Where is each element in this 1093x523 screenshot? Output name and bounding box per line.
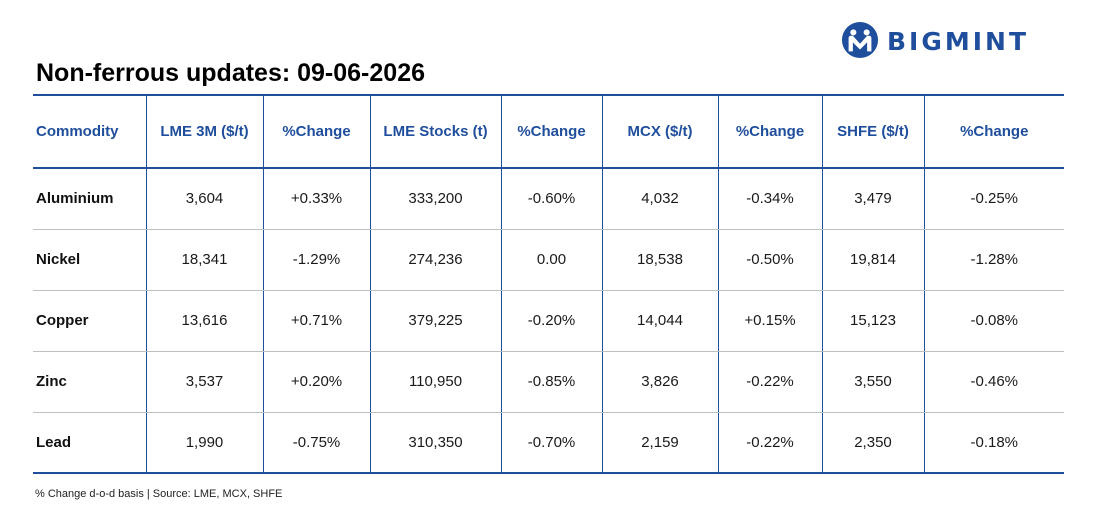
bigmint-logo-icon — [841, 21, 879, 59]
header-commodity: Commodity — [33, 94, 146, 169]
shfe-cell: 3,550 — [821, 351, 924, 413]
shfe-cell: 3,479 — [821, 168, 924, 230]
shfe-cell: 15,123 — [821, 290, 924, 352]
mcx-cell: 3,826 — [601, 351, 718, 413]
commodity-cell: Nickel — [33, 229, 146, 291]
lme-stocks-cell: 333,200 — [369, 168, 501, 230]
brand-name: BIGMINT — [887, 26, 1030, 56]
prices-table: Commodity LME 3M ($/t) %Change LME Stock… — [33, 94, 1064, 474]
lme-3m-cell: 13,616 — [145, 290, 263, 352]
commodity-cell: Aluminium — [33, 168, 146, 230]
change-cell: -0.22% — [717, 412, 822, 474]
mcx-cell: 14,044 — [601, 290, 718, 352]
change-cell: +0.15% — [717, 290, 822, 352]
change-cell: 0.00 — [500, 229, 602, 291]
table-row: Zinc 3,537 +0.20% 110,950 -0.85% 3,826 -… — [33, 351, 1064, 413]
header-lme-3m: LME 3M ($/t) — [145, 94, 263, 169]
change-cell: -0.20% — [500, 290, 602, 352]
commodity-cell: Lead — [33, 412, 146, 474]
change-cell: -0.70% — [500, 412, 602, 474]
change-cell: +0.33% — [262, 168, 370, 230]
table-row: Lead 1,990 -0.75% 310,350 -0.70% 2,159 -… — [33, 412, 1064, 474]
change-cell: -0.85% — [500, 351, 602, 413]
change-cell: -0.34% — [717, 168, 822, 230]
commodity-cell: Copper — [33, 290, 146, 352]
lme-stocks-cell: 379,225 — [369, 290, 501, 352]
header-lme-stocks-change: %Change — [500, 94, 602, 169]
mcx-cell: 18,538 — [601, 229, 718, 291]
lme-stocks-cell: 110,950 — [369, 351, 501, 413]
lme-3m-cell: 3,537 — [145, 351, 263, 413]
change-cell: -0.75% — [262, 412, 370, 474]
table-row: Copper 13,616 +0.71% 379,225 -0.20% 14,0… — [33, 290, 1064, 352]
lme-3m-cell: 3,604 — [145, 168, 263, 230]
change-cell: -0.18% — [923, 412, 1064, 474]
header-mcx: MCX ($/t) — [601, 94, 718, 169]
mcx-cell: 4,032 — [601, 168, 718, 230]
change-cell: +0.20% — [262, 351, 370, 413]
lme-3m-cell: 18,341 — [145, 229, 263, 291]
page-title: Non-ferrous updates: 09-06-2026 — [36, 59, 426, 87]
change-cell: -0.08% — [923, 290, 1064, 352]
change-cell: -0.50% — [717, 229, 822, 291]
brand-logo: BIGMINT — [841, 18, 1029, 62]
header-lme-stocks: LME Stocks (t) — [369, 94, 501, 169]
footnote: % Change d-o-d basis | Source: LME, MCX,… — [35, 488, 283, 500]
change-cell: -0.46% — [923, 351, 1064, 413]
header-shfe-change: %Change — [923, 94, 1064, 169]
mcx-cell: 2,159 — [601, 412, 718, 474]
header-lme-3m-change: %Change — [262, 94, 370, 169]
header-mcx-change: %Change — [717, 94, 822, 169]
shfe-cell: 19,814 — [821, 229, 924, 291]
change-cell: -0.60% — [500, 168, 602, 230]
lme-stocks-cell: 274,236 — [369, 229, 501, 291]
shfe-cell: 2,350 — [821, 412, 924, 474]
change-cell: -1.28% — [923, 229, 1064, 291]
commodity-cell: Zinc — [33, 351, 146, 413]
change-cell: -0.25% — [923, 168, 1064, 230]
lme-3m-cell: 1,990 — [145, 412, 263, 474]
change-cell: -0.22% — [717, 351, 822, 413]
table-row: Nickel 18,341 -1.29% 274,236 0.00 18,538… — [33, 229, 1064, 291]
lme-stocks-cell: 310,350 — [369, 412, 501, 474]
header-shfe: SHFE ($/t) — [821, 94, 924, 169]
change-cell: +0.71% — [262, 290, 370, 352]
table-header-row: Commodity LME 3M ($/t) %Change LME Stock… — [33, 94, 1064, 169]
change-cell: -1.29% — [262, 229, 370, 291]
table-row: Aluminium 3,604 +0.33% 333,200 -0.60% 4,… — [33, 168, 1064, 230]
